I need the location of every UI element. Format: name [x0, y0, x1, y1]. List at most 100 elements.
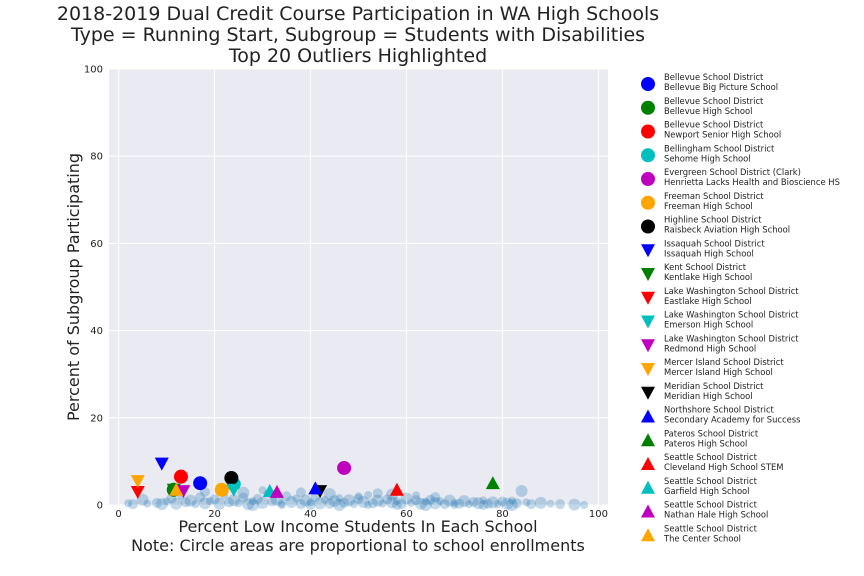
outlier-marker: [130, 485, 145, 499]
legend-label: Bellingham School District: [664, 143, 775, 153]
legend-marker: [641, 124, 655, 139]
background-point: [478, 500, 489, 510]
background-point: [421, 497, 430, 506]
background-point: [501, 497, 514, 510]
title-line-3: Top 20 Outliers Highlighted: [228, 45, 487, 67]
legend-marker: [641, 315, 655, 329]
background-point: [227, 494, 240, 507]
background-point: [277, 501, 286, 509]
background-point: [568, 498, 581, 511]
background-point: [534, 496, 547, 509]
background-point: [378, 499, 387, 508]
y-tick-label: 0: [97, 501, 103, 512]
background-point: [450, 501, 459, 509]
background-point: [277, 499, 286, 508]
background-point: [515, 485, 528, 498]
legend-label: Eastlake High School: [664, 296, 752, 306]
background-point: [213, 497, 226, 510]
x-tick-label: 60: [400, 509, 413, 520]
background-point: [238, 492, 249, 503]
background-point: [124, 499, 133, 508]
background-point: [342, 494, 355, 507]
background-point: [430, 492, 441, 503]
background-point: [439, 499, 450, 510]
background-point: [328, 495, 341, 508]
background-point: [320, 495, 329, 504]
background-point: [151, 497, 162, 508]
legend-label: Issaquah High School: [664, 248, 754, 258]
background-point: [205, 497, 214, 506]
legend-marker: [641, 172, 655, 186]
legend-label: Seattle School District: [664, 523, 758, 533]
legend-label: Kentlake High School: [664, 272, 752, 282]
y-tick-label: 100: [84, 65, 103, 76]
legend-label: Seattle School District: [664, 476, 758, 486]
background-point: [425, 494, 436, 505]
background-point: [486, 496, 499, 509]
x-tick-label: 20: [208, 509, 221, 520]
background-point: [555, 499, 566, 510]
x-tick-label: 80: [496, 509, 509, 520]
background-point: [386, 496, 399, 509]
background-point: [234, 499, 243, 508]
outlier-marker: [130, 475, 145, 489]
background-point: [353, 493, 364, 504]
legend-label: Mercer Island School District: [664, 357, 784, 367]
y-tick-label: 40: [90, 326, 103, 337]
outlier-marker: [173, 469, 188, 484]
background-point: [450, 498, 459, 507]
background-point: [367, 498, 378, 509]
background-point: [414, 497, 427, 510]
x-axis-label: Percent Low Income Students In Each Scho…: [178, 517, 537, 536]
legend-label: Bellevue School District: [664, 120, 764, 130]
legend-label: Pateros School District: [664, 428, 759, 438]
legend-label: Bellevue School District: [664, 72, 764, 82]
background-point: [143, 499, 152, 508]
background-point: [468, 496, 479, 507]
legend-label: Freeman School District: [664, 191, 764, 201]
outlier-marker: [337, 460, 352, 475]
background-point: [310, 492, 321, 503]
legend-marker: [641, 148, 655, 163]
outlier-marker: [224, 470, 239, 485]
background-point: [306, 498, 315, 507]
background-point: [314, 497, 327, 510]
background-point: [246, 499, 259, 511]
legend-marker: [641, 291, 655, 305]
outlier-marker: [176, 485, 191, 499]
outlier-marker: [226, 483, 241, 497]
legend-label: Bellevue School District: [664, 96, 764, 106]
x-tick-label: 0: [115, 509, 121, 520]
outlier-marker: [169, 482, 184, 496]
legend-marker: [641, 77, 655, 91]
title-line-1: 2018-2019 Dual Credit Course Participati…: [57, 3, 659, 25]
background-point: [479, 496, 488, 505]
background-point: [526, 499, 537, 510]
background-point: [372, 488, 383, 499]
legend-marker: [641, 528, 655, 542]
background-point: [295, 499, 306, 510]
legend-label: Bellevue High School: [664, 106, 753, 116]
legend-label: Nathan Hale High School: [664, 510, 768, 520]
background-point: [349, 500, 358, 509]
background-point: [335, 494, 344, 503]
legend-label: The Center School: [663, 533, 741, 543]
legend-marker: [641, 244, 655, 258]
legend-marker: [641, 433, 655, 447]
outlier-marker: [154, 457, 169, 471]
background-point: [127, 499, 138, 510]
background-point: [267, 496, 278, 507]
background-point: [299, 494, 312, 507]
background-point: [354, 492, 363, 501]
background-point: [292, 494, 301, 503]
legend-label: Seattle School District: [664, 500, 758, 510]
background-point: [295, 487, 306, 498]
background-point: [357, 495, 370, 508]
legend-marker: [641, 504, 655, 518]
background-point: [407, 498, 416, 507]
legend-label: Emerson High School: [664, 320, 753, 330]
outlier-marker: [389, 482, 404, 496]
legend-marker: [641, 480, 655, 494]
legend-marker: [641, 457, 655, 470]
background-point: [184, 494, 197, 507]
